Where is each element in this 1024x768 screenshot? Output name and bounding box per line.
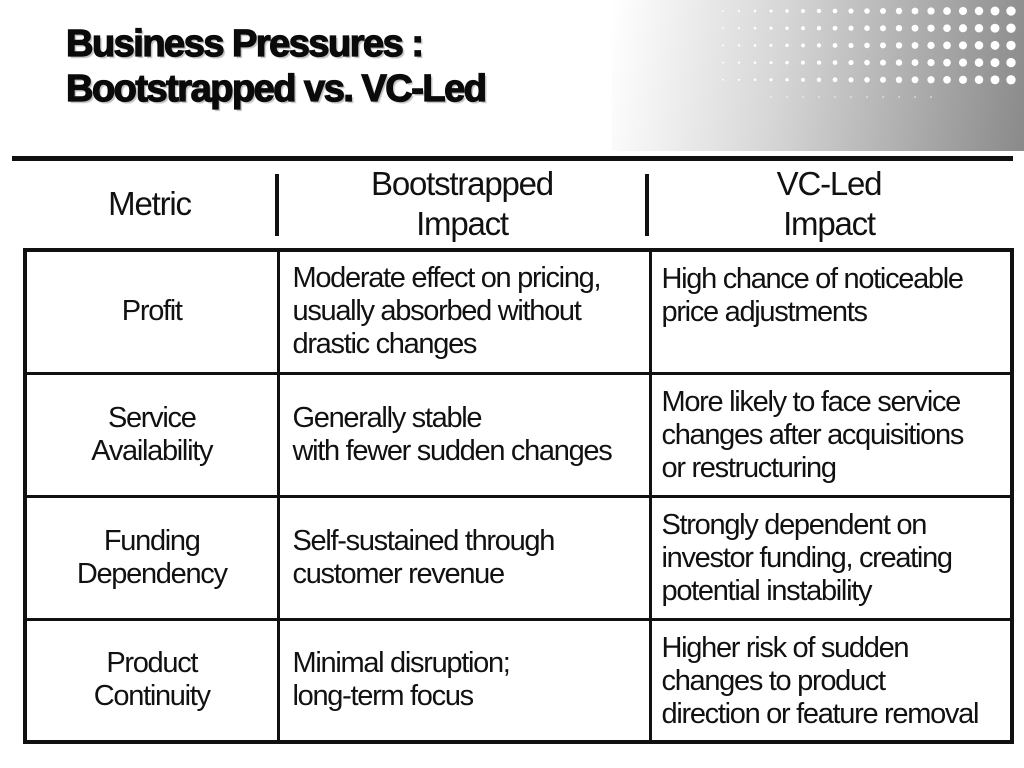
title-divider-rule bbox=[12, 156, 1013, 161]
comparison-table: Profit Moderate effect on pricing, usual… bbox=[23, 248, 1014, 744]
dots-pattern-svg bbox=[722, 6, 1016, 98]
header-separator-2 bbox=[645, 174, 649, 236]
vc-led-cell-profit: High chance of noticeable price adjustme… bbox=[648, 248, 1014, 375]
column-header-metric: Metric bbox=[108, 185, 192, 222]
table-header-row: Metric Bootstrapped Impact VC-Led Impact bbox=[23, 162, 1012, 246]
table-row: Service Availability Generally stable wi… bbox=[23, 371, 1014, 498]
vc-led-cell-product-continuity: Higher risk of sudden changes to product… bbox=[648, 617, 1014, 744]
table-row: Funding Dependency Self-sustained throug… bbox=[23, 494, 1014, 621]
halftone-dots-decoration bbox=[612, 0, 1024, 151]
bootstrapped-cell-service-availability: Generally stable with fewer sudden chang… bbox=[276, 371, 652, 498]
vc-led-cell-service-availability: More likely to face service changes afte… bbox=[648, 371, 1014, 498]
column-header-bootstrapped-impact: Bootstrapped Impact bbox=[371, 165, 554, 242]
table-row: Product Continuity Minimal disruption; l… bbox=[23, 617, 1014, 744]
vc-led-cell-funding-dependency: Strongly dependent on investor funding, … bbox=[648, 494, 1014, 621]
slide-title: Business Pressures : Bootstrapped vs. VC… bbox=[65, 22, 487, 110]
bootstrapped-cell-funding-dependency: Self-sustained through customer revenue bbox=[276, 494, 652, 621]
metric-cell-product-continuity: Product Continuity bbox=[23, 617, 280, 744]
header-separator-1 bbox=[275, 174, 279, 236]
table-row: Profit Moderate effect on pricing, usual… bbox=[23, 248, 1014, 375]
column-header-vc-led-impact: VC-Led Impact bbox=[776, 165, 883, 242]
metric-cell-service-availability: Service Availability bbox=[23, 371, 280, 498]
bootstrapped-cell-product-continuity: Minimal disruption; long-term focus bbox=[276, 617, 652, 744]
metric-cell-funding-dependency: Funding Dependency bbox=[23, 494, 280, 621]
metric-cell-profit: Profit bbox=[23, 248, 280, 375]
bootstrapped-cell-profit: Moderate effect on pricing, usually abso… bbox=[276, 248, 652, 375]
